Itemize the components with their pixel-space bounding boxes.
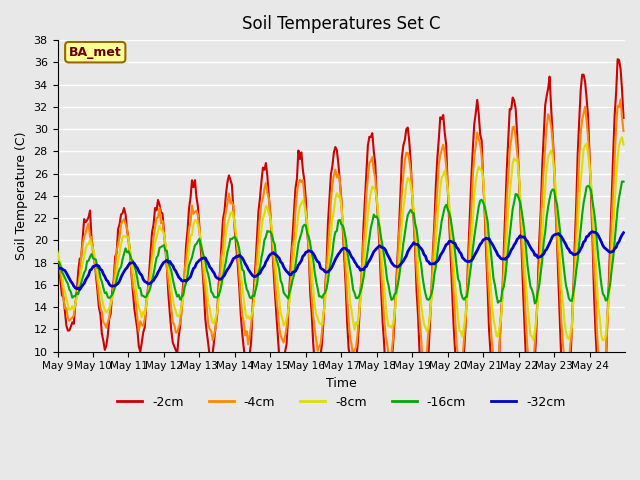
X-axis label: Time: Time [326,377,356,390]
Text: BA_met: BA_met [69,46,122,59]
Y-axis label: Soil Temperature (C): Soil Temperature (C) [15,132,28,260]
Legend: -2cm, -4cm, -8cm, -16cm, -32cm: -2cm, -4cm, -8cm, -16cm, -32cm [112,391,570,414]
Title: Soil Temperatures Set C: Soil Temperatures Set C [242,15,440,33]
